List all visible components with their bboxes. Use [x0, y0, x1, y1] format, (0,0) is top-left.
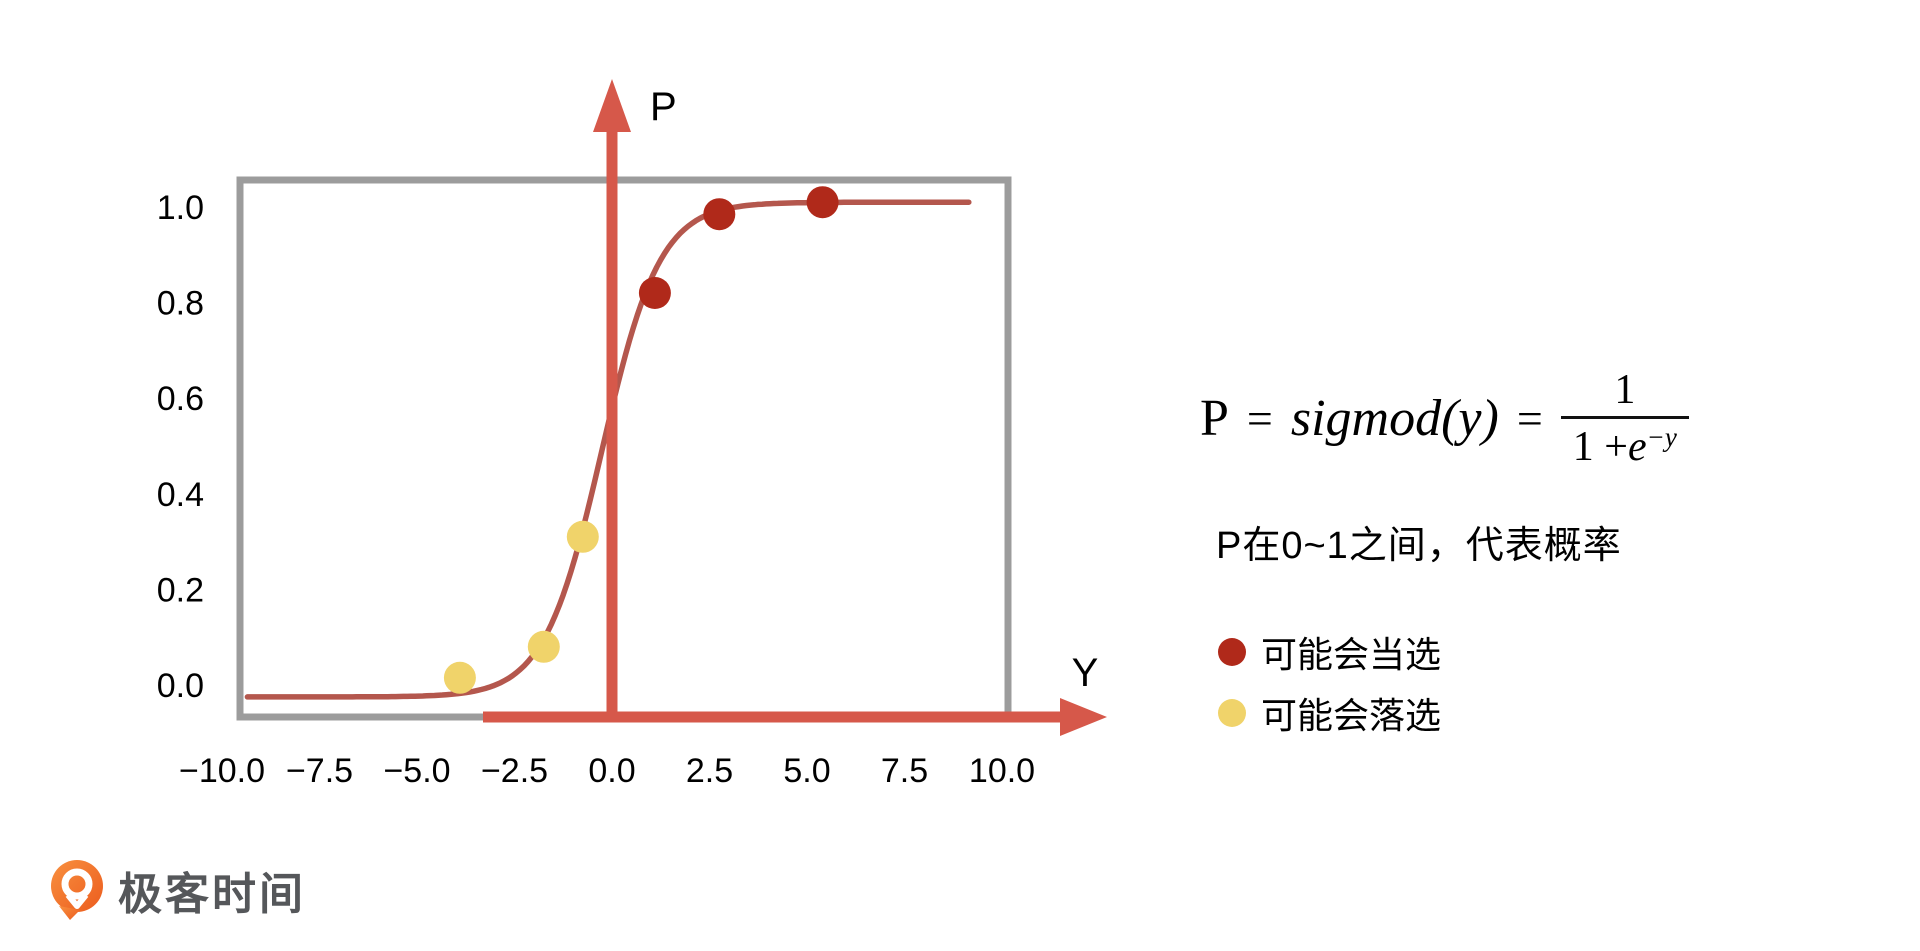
p-axis-title: P — [650, 85, 677, 129]
y-tick-label: 0.8 — [157, 285, 204, 323]
y-tick-label: 0.2 — [157, 571, 204, 609]
formula-function: sigmod(y) — [1290, 390, 1499, 448]
fraction-numerator: 1 — [1614, 367, 1636, 413]
y-axis-arrowhead — [1060, 698, 1107, 736]
sigmoid-formula: P = sigmod(y) = 1 1 + e −y — [1200, 366, 1689, 472]
formula-equals-1: = — [1246, 393, 1273, 445]
legend-label-elected: 可能会当选 — [1261, 634, 1442, 675]
x-tick-label: −7.5 — [286, 752, 353, 790]
data-point-elected — [806, 186, 839, 219]
data-point-rejected — [566, 520, 599, 553]
formula-lhs: P — [1200, 390, 1229, 448]
y-axis-title: Y — [1072, 651, 1099, 695]
fraction-denominator: 1 + e −y — [1560, 416, 1689, 471]
y-tick-label: 0.0 — [157, 667, 204, 705]
geektime-logo: 极客时间 — [46, 858, 306, 922]
formula-equals-2: = — [1516, 393, 1543, 445]
geektime-logo-icon — [51, 860, 103, 920]
denominator-exponent: −y — [1646, 422, 1677, 453]
legend-item-elected: 可能会当选 — [1218, 630, 1441, 675]
rejected-dot-icon — [1218, 699, 1246, 727]
data-point-rejected — [527, 630, 560, 663]
y-tick-label: 1.0 — [157, 189, 204, 227]
x-tick-label: 2.5 — [686, 752, 733, 790]
legend-label-rejected: 可能会落选 — [1261, 695, 1442, 736]
data-point-elected — [703, 198, 736, 231]
geektime-logo-text: 极客时间 — [118, 870, 306, 919]
y-tick-label: 0.4 — [157, 476, 204, 514]
x-tick-label: 5.0 — [783, 752, 830, 790]
y-tick-label: 0.6 — [157, 380, 204, 418]
x-tick-label: −5.0 — [383, 752, 450, 790]
x-tick-label: 7.5 — [881, 752, 928, 790]
elected-dot-icon — [1218, 638, 1246, 666]
p-axis-arrowhead — [593, 79, 631, 132]
denominator-base: 1 + — [1572, 424, 1628, 471]
x-tick-label: 0.0 — [588, 752, 635, 790]
x-tick-label: −10.0 — [179, 752, 265, 790]
x-tick-label: −2.5 — [481, 752, 548, 790]
data-point-elected — [638, 277, 671, 309]
legend-item-rejected: 可能会落选 — [1218, 691, 1441, 736]
plot-frame — [236, 176, 1012, 721]
denominator-e: e — [1627, 424, 1647, 471]
legend: 可能会当选 可能会落选 — [1218, 630, 1441, 736]
probability-note: P在0~1之间，代表概率 — [1216, 525, 1622, 567]
data-point-rejected — [443, 661, 476, 694]
x-tick-label: 10.0 — [969, 752, 1035, 790]
formula-fraction: 1 1 + e −y — [1560, 366, 1689, 472]
